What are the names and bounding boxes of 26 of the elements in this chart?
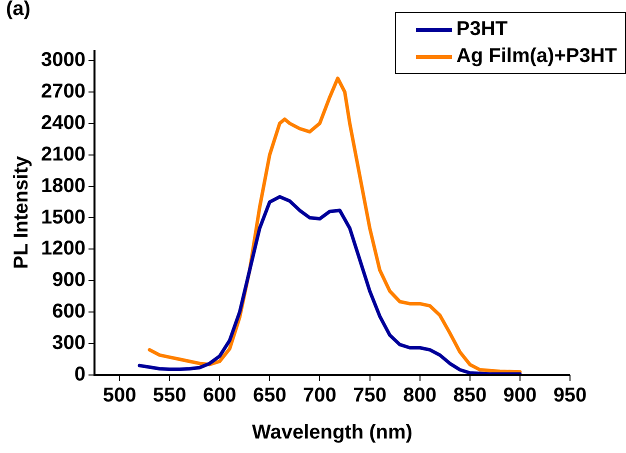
y-tick-label: 900 bbox=[52, 269, 86, 292]
legend-label: Ag Film(a)+P3HT bbox=[456, 44, 617, 69]
x-tick-label: 850 bbox=[453, 384, 487, 407]
x-axis-title: Wavelength (nm) bbox=[252, 422, 412, 444]
x-tick-label: 500 bbox=[102, 384, 136, 407]
y-tick-label: 300 bbox=[52, 332, 86, 354]
y-tick-label: 3000 bbox=[40, 49, 86, 71]
x-tick-label: 750 bbox=[353, 384, 386, 407]
x-tick-label: 800 bbox=[403, 384, 437, 407]
y-tick-label: 2700 bbox=[40, 80, 86, 102]
legend-label: P3HT bbox=[456, 17, 508, 42]
x-tick-label: 950 bbox=[553, 384, 587, 407]
x-tick-label: 900 bbox=[503, 384, 537, 407]
x-tick-label: 700 bbox=[303, 384, 336, 407]
y-tick-label: 0 bbox=[74, 364, 86, 386]
y-tick-label: 2400 bbox=[40, 112, 86, 134]
y-tick-label: 2100 bbox=[40, 143, 86, 166]
x-tick-label: 650 bbox=[252, 384, 286, 407]
text: (a) bbox=[6, 0, 30, 21]
y-axis-title: PL Intensity bbox=[10, 155, 33, 269]
y-tick-label: 1200 bbox=[40, 238, 86, 260]
y-tick-label: 600 bbox=[52, 300, 86, 323]
y-tick-label: 1500 bbox=[40, 206, 86, 228]
x-tick-label: 550 bbox=[152, 384, 186, 407]
x-tick-label: 600 bbox=[202, 384, 236, 407]
y-tick-label: 1800 bbox=[40, 174, 86, 197]
